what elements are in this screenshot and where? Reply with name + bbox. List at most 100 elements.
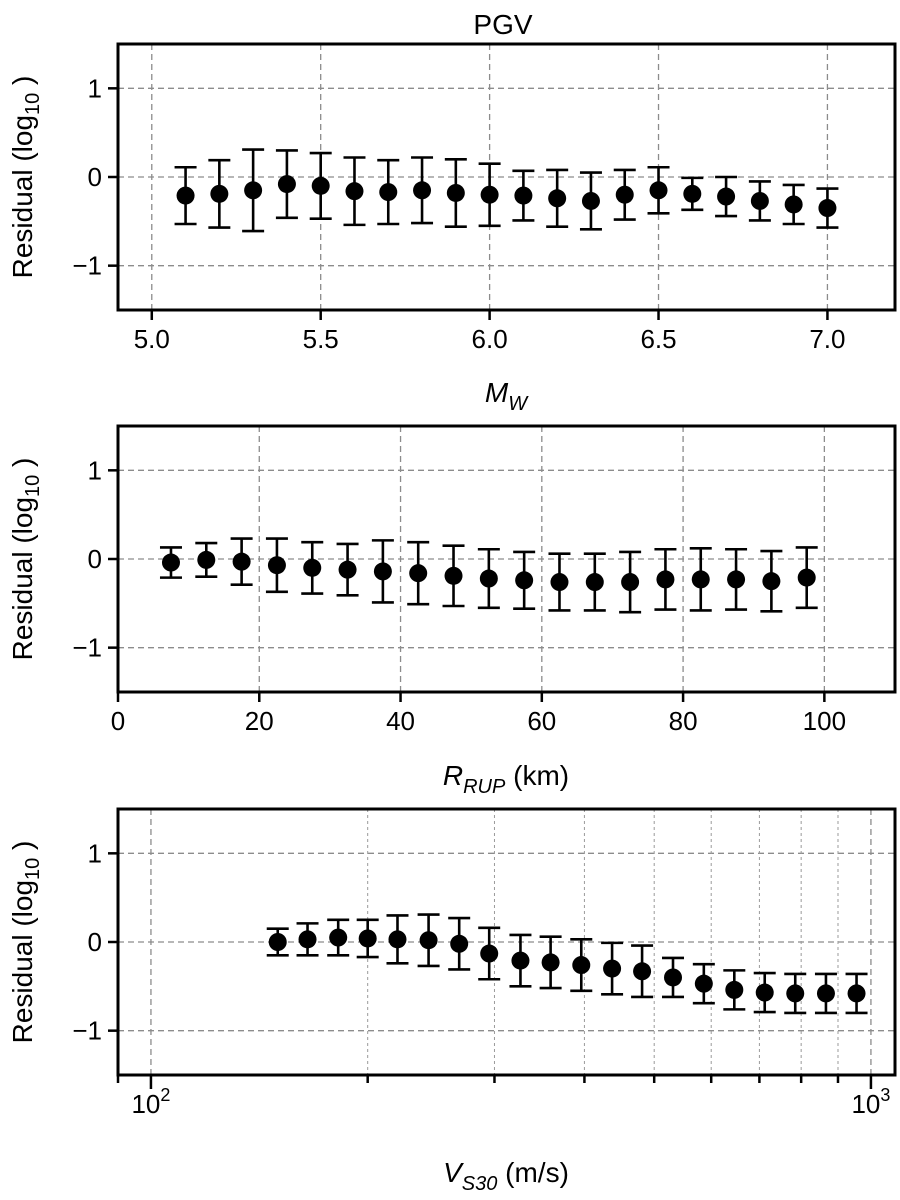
data-point xyxy=(511,951,530,970)
x-tick-label: 7.0 xyxy=(809,324,845,354)
x-tick-label: 100 xyxy=(803,706,846,736)
data-point xyxy=(303,558,322,577)
data-point xyxy=(329,928,348,947)
data-point xyxy=(548,189,567,208)
data-point xyxy=(379,183,398,202)
data-point xyxy=(664,968,683,987)
axis-ticks: 1 0 −1 5.0 5.5 6.0 6.5 7.0 xyxy=(72,73,845,354)
data-point xyxy=(514,186,533,205)
error-bar-series xyxy=(174,148,839,233)
data-point xyxy=(268,933,287,951)
data-point xyxy=(450,934,469,953)
x-tick-label: 6.0 xyxy=(472,324,508,354)
data-point xyxy=(480,185,499,204)
y-tick-label: 1 xyxy=(88,73,102,103)
data-point xyxy=(550,573,569,592)
x-tick-label: 103 xyxy=(851,1085,890,1119)
y-tick-label: 1 xyxy=(88,455,102,485)
data-point xyxy=(750,191,769,210)
y-tick-label: 0 xyxy=(88,162,102,192)
data-point xyxy=(267,556,286,575)
data-point xyxy=(797,568,816,587)
data-point xyxy=(338,560,357,579)
data-point xyxy=(232,552,251,571)
axis-ticks: 1 0 −1 102 103 xyxy=(72,838,890,1119)
data-point xyxy=(210,184,229,203)
data-point xyxy=(572,956,591,975)
x-axis-label: RRUP (km) xyxy=(443,760,569,798)
data-point xyxy=(727,570,746,589)
y-tick-label: −1 xyxy=(72,251,102,281)
gridlines xyxy=(118,809,895,1075)
data-point xyxy=(409,564,428,583)
x-tick-label: 60 xyxy=(527,706,556,736)
gridlines xyxy=(118,44,895,310)
data-point xyxy=(176,186,195,205)
data-point xyxy=(603,959,622,978)
data-point xyxy=(480,944,499,963)
y-axis-label: Residual (log10 ) xyxy=(7,841,44,1044)
error-bar-series xyxy=(159,537,818,614)
data-point xyxy=(649,181,668,200)
error-bar-series xyxy=(266,913,868,1015)
data-point xyxy=(444,566,463,585)
data-point xyxy=(197,550,216,569)
panel-rupture-distance: 1 0 −1 0 20 40 60 80 100 RRUP (km) Residual (log… xyxy=(7,424,897,798)
y-tick-label: 0 xyxy=(88,927,102,957)
data-point xyxy=(621,573,640,592)
y-tick-label: 1 xyxy=(88,838,102,868)
data-point xyxy=(413,181,432,200)
y-axis-label: Residual (log10 ) xyxy=(7,458,44,661)
data-point xyxy=(373,562,392,581)
panel-magnitude: PGV 1 0 −1 5.0 5.5 6.0 6.5 7.0 MW Residual (log… xyxy=(7,9,897,415)
data-point xyxy=(277,175,296,194)
data-point xyxy=(388,930,407,949)
x-tick-label: 20 xyxy=(245,706,274,736)
data-point xyxy=(515,571,534,590)
panel-vs30: 1 0 −1 102 103 VS30 (m/s) Residual (log10 ) xyxy=(7,807,897,1195)
data-point xyxy=(446,183,465,202)
data-point xyxy=(615,185,634,204)
data-point xyxy=(755,983,774,1002)
axis-ticks: 1 0 −1 0 20 40 60 80 100 xyxy=(72,455,846,736)
x-tick-label: 80 xyxy=(669,706,698,736)
data-point xyxy=(762,572,781,591)
x-axis-label: VS30 (m/s) xyxy=(443,1157,569,1195)
data-point xyxy=(786,984,805,1003)
data-point xyxy=(633,962,652,981)
data-point xyxy=(656,570,675,589)
y-tick-label: −1 xyxy=(72,1016,102,1046)
data-point xyxy=(717,187,736,206)
data-point xyxy=(585,573,604,592)
data-point xyxy=(784,195,803,214)
x-axis-label: MW xyxy=(485,377,529,415)
x-tick-label: 40 xyxy=(386,706,415,736)
y-tick-label: 0 xyxy=(88,544,102,574)
data-point xyxy=(419,931,438,950)
data-point xyxy=(244,181,263,200)
x-tick-label: 102 xyxy=(131,1085,170,1119)
data-point xyxy=(541,953,560,972)
data-point xyxy=(818,199,837,218)
data-point xyxy=(345,182,364,201)
data-point xyxy=(816,984,835,1003)
y-axis-label: Residual (log10 ) xyxy=(7,76,44,279)
data-point xyxy=(847,984,866,1003)
data-point xyxy=(691,570,710,589)
x-tick-label: 5.5 xyxy=(303,324,339,354)
chart-title: PGV xyxy=(473,9,532,40)
data-point xyxy=(311,176,330,195)
x-tick-label: 5.0 xyxy=(134,324,170,354)
y-tick-label: −1 xyxy=(72,633,102,663)
data-point xyxy=(683,184,702,203)
data-point xyxy=(298,930,317,949)
x-tick-label: 6.5 xyxy=(640,324,676,354)
data-point xyxy=(479,569,498,588)
data-point xyxy=(358,929,377,948)
data-point xyxy=(725,980,744,999)
data-point xyxy=(581,191,600,210)
data-point xyxy=(694,974,713,993)
data-point xyxy=(161,553,180,572)
x-tick-label: 0 xyxy=(111,706,125,736)
